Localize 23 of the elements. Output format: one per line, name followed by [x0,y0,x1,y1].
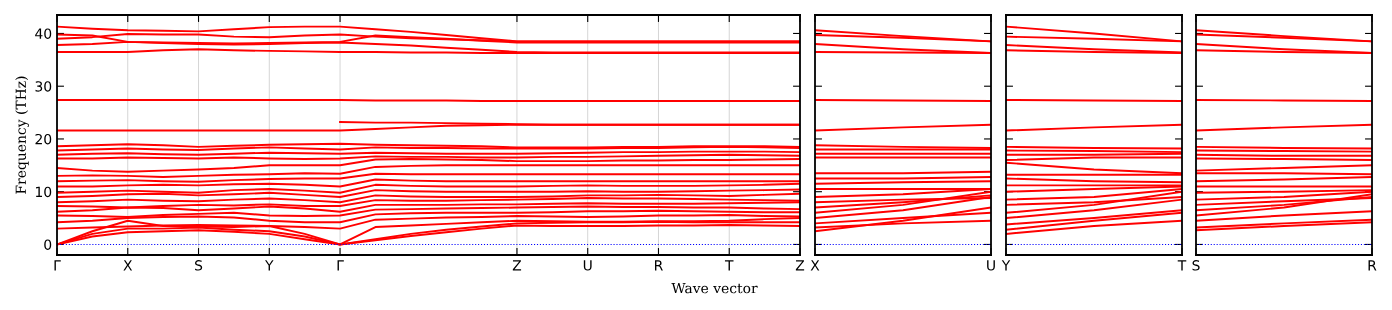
x-tick-label: T [724,260,734,271]
x-axis-title: Wave vector [671,282,758,294]
x-tick-label: R [655,260,663,271]
y-tick-label: 40 [35,28,52,39]
x-tick-label: U [987,260,995,271]
x-tick-label: S [1192,260,1200,271]
x-tick-label: X [123,260,133,271]
x-tick-label: Γ [54,260,61,271]
x-tick-label: Y [1001,260,1011,271]
y-tick-label: 20 [35,133,52,145]
x-tick-label: Z [795,260,805,271]
x-tick-label: Γ [337,260,344,271]
x-tick-label: U [583,260,592,271]
y-axis-title: Frequency (THz) [15,76,29,194]
y-tick-label: 10 [35,186,52,198]
y-tick-label: 30 [35,81,52,92]
x-tick-label: X [810,260,820,271]
x-tick-label: Z [512,260,522,271]
y-tick-label: 0 [44,239,52,250]
x-tick-label: Y [265,260,274,271]
x-tick-label: S [195,260,203,271]
x-tick-label: R [1368,260,1377,271]
x-tick-label: T [1177,260,1187,271]
